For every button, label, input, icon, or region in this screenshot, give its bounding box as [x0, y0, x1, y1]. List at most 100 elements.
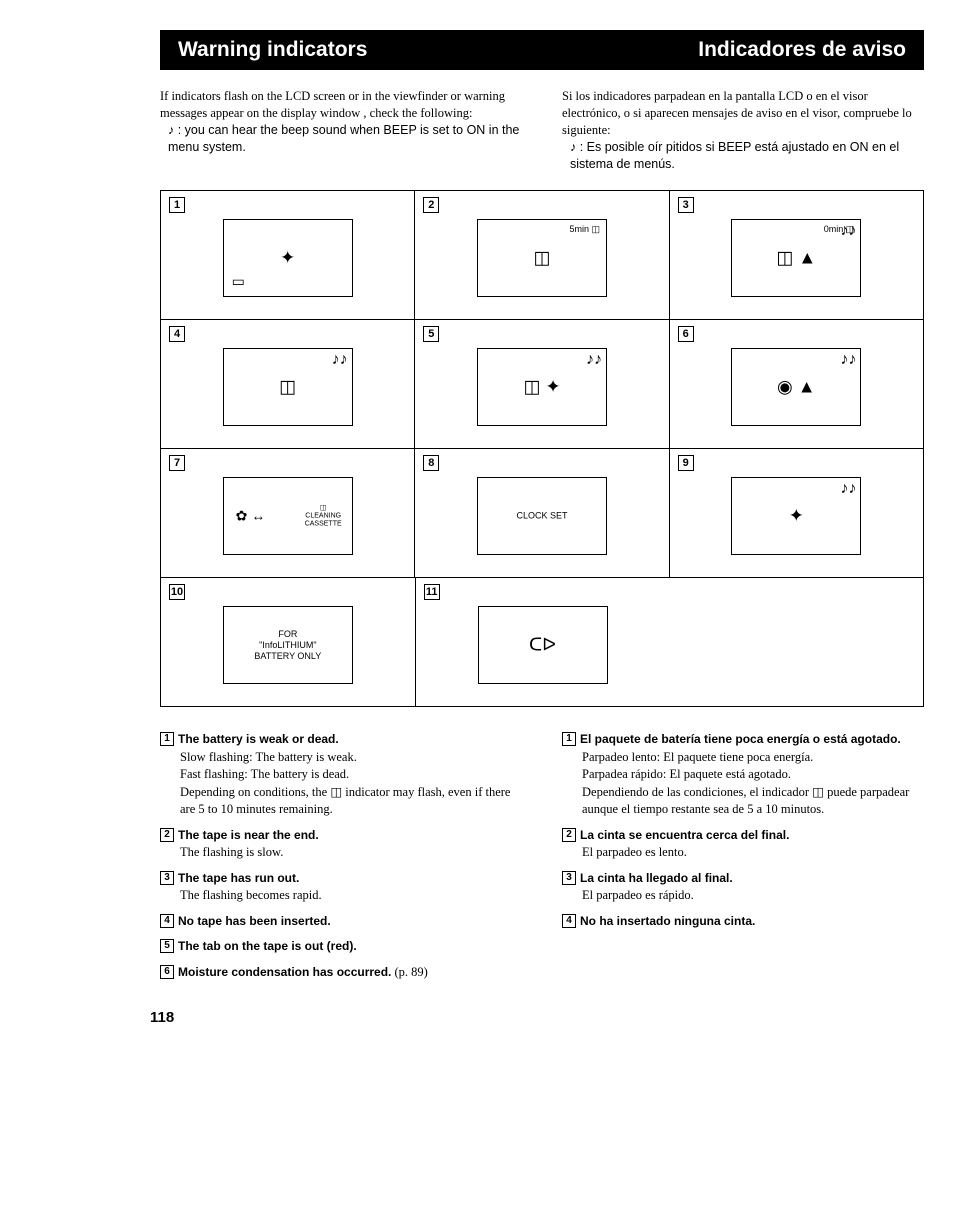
intro-en-note: ♪ : you can hear the beep sound when BEE…: [160, 122, 522, 156]
battery-icon: ▭: [232, 273, 245, 290]
indicator-cell-4: 4 ♪♪ ◫: [161, 320, 414, 448]
cell-number: 3: [678, 197, 694, 213]
indicator-screen: ♪♪ ◉ ▲: [731, 348, 861, 426]
header-right: Indicadores de aviso: [698, 38, 906, 62]
empty-cell: [669, 578, 923, 706]
indicator-cell-5: 5 ♪♪ ◫ ✦: [414, 320, 668, 448]
indicator-cell-10: 10 FOR"InfoLITHIUM"BATTERY ONLY: [161, 578, 415, 706]
explanation-item-6: 6 Moisture condensation has occurred. (p.…: [160, 964, 522, 982]
explanation-number: 1: [160, 732, 174, 746]
explanation-item-2: 2 The tape is near the end. The flashing i…: [160, 827, 522, 862]
intro-en: If indicators flash on the LCD screen or…: [160, 88, 522, 172]
indicator-icon: ✦: [789, 506, 804, 527]
explanation-title: Moisture condensation has occurred.: [178, 965, 391, 979]
explanation-title: La cinta ha llegado al final.: [580, 871, 733, 885]
indicator-cell-1: 1✦▭: [161, 191, 414, 319]
explanation-number: 6: [160, 965, 174, 979]
indicator-screen: ✦▭: [223, 219, 353, 297]
indicator-screen: 5min ◫ ◫: [477, 219, 607, 297]
explanation-item-2: 2La cinta se encuentra cerca del final.E…: [562, 827, 924, 862]
indicator-screen: ♪♪ ◫: [223, 348, 353, 426]
explanation-title: The tape is near the end.: [178, 828, 319, 842]
indicator-icon: ◫: [533, 248, 550, 269]
beep-icon: ♪♪: [840, 222, 856, 240]
indicator-text: CLOCK SET: [516, 511, 567, 522]
intro-en-text: If indicators flash on the LCD screen or…: [160, 88, 522, 122]
beep-icon: ♪♪: [586, 351, 602, 369]
explanation-number: 4: [562, 914, 576, 928]
explanation-number: 1: [562, 732, 576, 746]
explanation-title: No tape has been inserted.: [178, 914, 331, 928]
beep-icon: ♪♪: [840, 351, 856, 369]
cell-number: 8: [423, 455, 439, 471]
indicator-screen: ᑕᐅ: [478, 606, 608, 684]
indicator-cell-2: 2 5min ◫ ◫: [414, 191, 668, 319]
explanation-body: The flashing is slow.: [160, 844, 522, 862]
explanation-title: The battery is weak or dead.: [178, 732, 339, 746]
page-ref: (p. 89): [391, 965, 427, 979]
cell-number: 10: [169, 584, 185, 600]
cell-number: 6: [678, 326, 694, 342]
explanations-es: 1 El paquete de batería tiene poca energí…: [562, 731, 924, 989]
explanation-item-3: 3 La cinta ha llegado al final. El parpade…: [562, 870, 924, 905]
indicator-screen: ♪♪ ✦: [731, 477, 861, 555]
indicator-screen: CLOCK SET: [477, 477, 607, 555]
explanation-item-1: 1 El paquete de batería tiene poca energí…: [562, 731, 924, 819]
indicator-cell-7: 7 ✿ ↔ ◫CLEANINGCASSETTE: [161, 449, 414, 577]
indicator-icon: ✦: [280, 248, 295, 269]
indicator-cell-3: 30min ◫♪♪◫ ▲: [669, 191, 923, 319]
indicator-grid: 1✦▭25min ◫◫30min ◫♪♪◫ ▲ 4♪♪◫5♪♪◫ ✦6♪♪◉ ▲…: [160, 190, 924, 707]
indicator-icon: ᑕᐅ: [529, 635, 556, 656]
explanation-number: 2: [160, 828, 174, 842]
indicator-cell-9: 9 ♪♪ ✦: [669, 449, 923, 577]
beep-icon: ♪♪: [840, 480, 856, 498]
time-remaining-label: 5min ◫: [569, 224, 600, 235]
cell-number: 11: [424, 584, 440, 600]
cell-number: 1: [169, 197, 185, 213]
explanation-body: El parpadeo es rápido.: [562, 887, 924, 905]
explanation-item-4: 4 No ha insertado ninguna cinta.: [562, 913, 924, 931]
cell-number: 2: [423, 197, 439, 213]
intro-es-note: ♪ : Es posible oír pitidos si BEEP está …: [562, 139, 924, 173]
indicator-cell-6: 6 ♪♪ ◉ ▲: [669, 320, 923, 448]
indicator-screen: 0min ◫♪♪◫ ▲: [731, 219, 861, 297]
intro-columns: If indicators flash on the LCD screen or…: [160, 88, 924, 172]
cell-number: 7: [169, 455, 185, 471]
explanation-item-1: 1The battery is weak or dead.Slow flashi…: [160, 731, 522, 819]
explanation-columns: 1The battery is weak or dead.Slow flashi…: [160, 731, 924, 989]
intro-es-text: Si los indicadores parpadean en la panta…: [562, 88, 924, 139]
explanation-number: 5: [160, 939, 174, 953]
intro-es: Si los indicadores parpadean en la panta…: [562, 88, 924, 172]
explanation-item-5: 5 The tab on the tape is out (red).: [160, 938, 522, 956]
indicator-icon: ◉ ▲: [777, 377, 816, 398]
explanation-number: 3: [562, 871, 576, 885]
explanation-number: 4: [160, 914, 174, 928]
explanation-number: 2: [562, 828, 576, 842]
indicator-text: FOR"InfoLITHIUM"BATTERY ONLY: [254, 629, 321, 661]
explanation-item-4: 4 No tape has been inserted.: [160, 913, 522, 931]
explanation-title: The tab on the tape is out (red).: [178, 939, 357, 953]
indicator-icon: ◫ ▲: [776, 248, 816, 269]
explanation-title: The tape has run out.: [178, 871, 299, 885]
explanation-item-3: 3 The tape has run out. The flashing becom…: [160, 870, 522, 905]
explanation-number: 3: [160, 871, 174, 885]
indicator-icon: ◫ ✦: [523, 377, 560, 398]
cell-number: 4: [169, 326, 185, 342]
indicator-cell-8: 8 CLOCK SET: [414, 449, 668, 577]
beep-icon: ♪♪: [332, 351, 348, 369]
gear-icon: ✿ ↔: [236, 508, 266, 525]
explanation-body: The flashing becomes rapid.: [160, 887, 522, 905]
page-number: 118: [150, 1009, 924, 1026]
indicator-screen: ✿ ↔ ◫CLEANINGCASSETTE: [223, 477, 353, 555]
explanation-title: No ha insertado ninguna cinta.: [580, 914, 755, 928]
indicator-icon: ◫: [279, 377, 296, 398]
cleaning-cassette-label: ◫CLEANINGCASSETTE: [305, 505, 342, 528]
explanation-title: El paquete de batería tiene poca energía…: [580, 732, 901, 746]
header-left: Warning indicators: [178, 38, 367, 62]
explanations-en: 1The battery is weak or dead.Slow flashi…: [160, 731, 522, 989]
indicator-screen: FOR"InfoLITHIUM"BATTERY ONLY: [223, 606, 353, 684]
cell-number: 9: [678, 455, 694, 471]
explanation-title: La cinta se encuentra cerca del final.: [580, 828, 789, 842]
cell-number: 5: [423, 326, 439, 342]
indicator-cell-11: 11 ᑕᐅ: [415, 578, 670, 706]
